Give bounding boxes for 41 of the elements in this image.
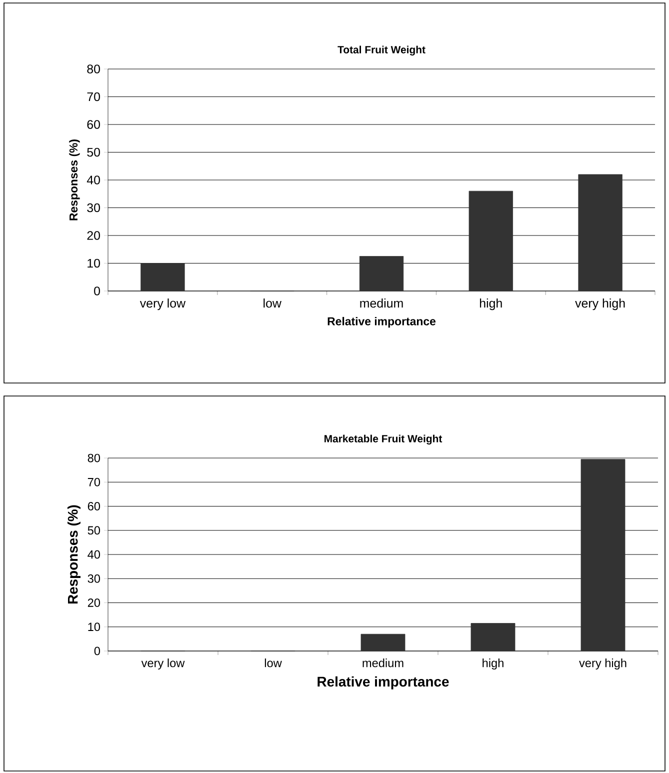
y-tick-label: 20 [87,231,100,240]
y-tick-label: 40 [88,550,100,559]
y-tick-label: 80 [88,454,100,462]
bar [580,459,626,652]
bar [140,263,185,292]
y-tick-label: 50 [88,526,100,535]
chart-title: Total Fruit Weight [338,46,426,56]
bar [359,256,404,292]
x-tick-label: very high [579,658,626,670]
x-tick-label: high [482,658,504,670]
y-tick-label: 30 [87,203,100,212]
y-tick-label: 70 [87,92,100,102]
x-axis-title: Relative importance [318,676,449,690]
y-tick-label: 60 [88,502,100,510]
bar [468,190,513,292]
x-tick-label: medium [362,658,404,668]
bar [578,174,622,292]
y-tick-label: 10 [88,258,100,268]
x-tick-label: high [480,298,502,310]
y-axis-title: Responses (%) [67,505,80,604]
y-tick-label: 10 [88,622,100,632]
y-axis-title: Responses (%) [69,140,80,220]
y-tick-label: 0 [94,646,100,656]
x-tick-label: medium [360,298,403,308]
y-tick-label: 60 [87,120,100,129]
y-tick-label: 50 [87,148,100,157]
y-tick-label: 80 [87,64,100,74]
x-tick-label: very low [140,298,186,310]
y-tick-label: 20 [88,598,100,607]
x-tick-label: very high [575,298,625,310]
x-tick-label: low [264,658,282,668]
bar [470,623,516,652]
y-tick-label: 40 [86,176,100,184]
y-tick-label: 0 [94,286,100,296]
x-tick-label: very low [141,658,185,670]
y-tick-label: 30 [88,574,100,583]
y-tick-label: 70 [88,478,100,486]
x-axis-title: Relative importance [328,316,436,328]
x-tick-label: low [264,298,282,308]
bar [360,634,406,652]
chart-title: Marketable Fruit Weight [324,434,442,445]
